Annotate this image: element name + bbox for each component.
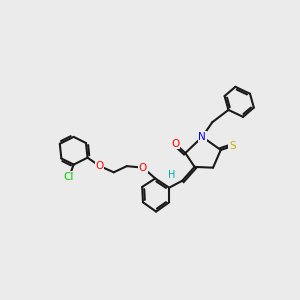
Text: S: S bbox=[229, 141, 236, 151]
Text: O: O bbox=[96, 161, 104, 171]
Text: H: H bbox=[168, 169, 175, 180]
Text: Cl: Cl bbox=[64, 172, 74, 182]
Text: N: N bbox=[198, 132, 206, 142]
Text: O: O bbox=[171, 139, 179, 149]
Text: O: O bbox=[139, 163, 147, 173]
